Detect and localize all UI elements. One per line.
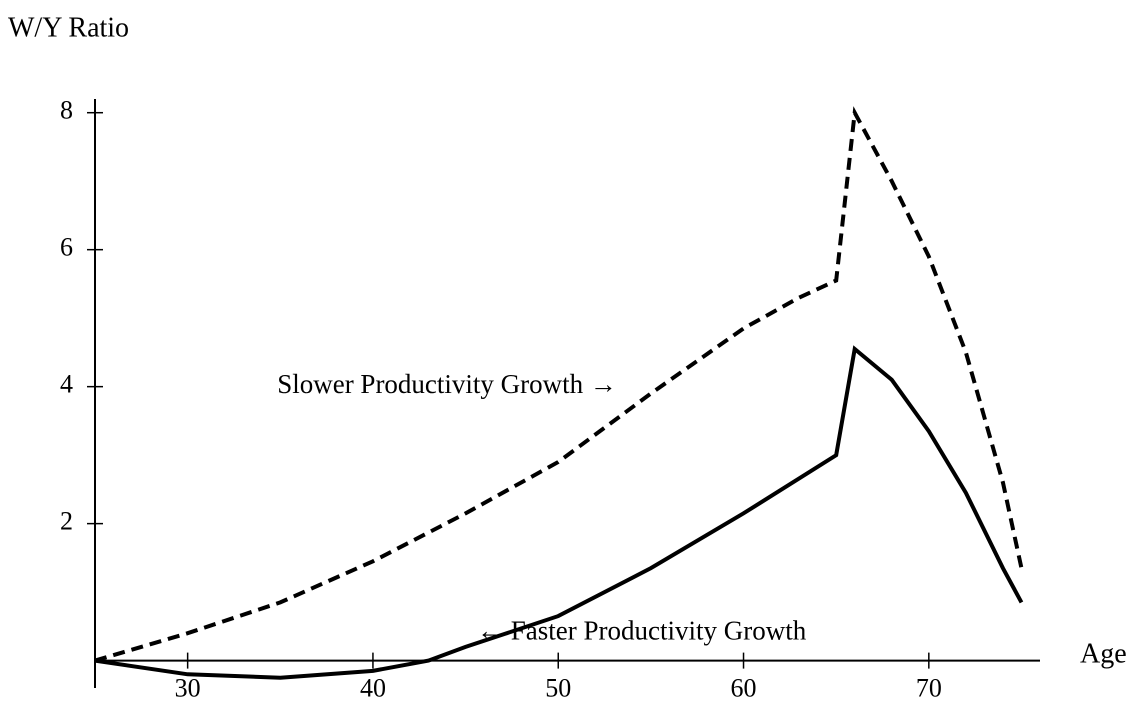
y-tick-label: 2	[60, 507, 73, 536]
x-tick-label: 30	[175, 674, 201, 703]
y-axis-label: W/Y Ratio	[8, 12, 129, 43]
x-axis-label: Age	[1080, 638, 1127, 669]
y-tick-label: 6	[60, 233, 73, 262]
annotation: ← Faster Productivity Growth	[477, 615, 807, 645]
x-tick-label: 60	[731, 674, 757, 703]
y-tick-label: 8	[60, 96, 73, 125]
line-series	[94, 106, 1024, 663]
x-tick-label: 70	[916, 674, 942, 703]
x-tick-label: 40	[360, 674, 386, 703]
line-series	[94, 345, 1024, 680]
annotation: Slower Productivity Growth →	[277, 369, 617, 399]
x-tick-label: 50	[545, 674, 571, 703]
y-tick-label: 4	[60, 370, 73, 399]
